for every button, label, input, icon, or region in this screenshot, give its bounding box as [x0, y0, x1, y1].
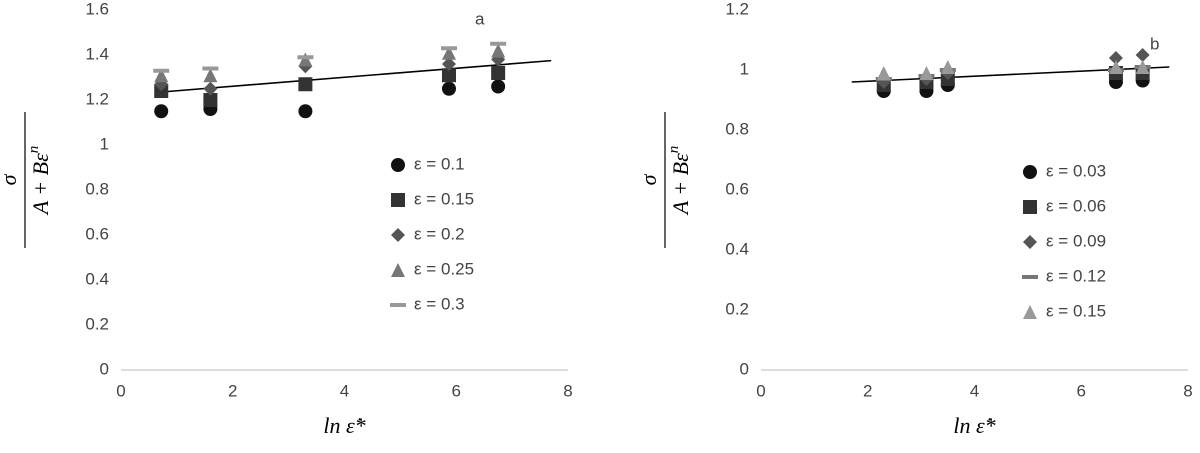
x-tick-label: 8 — [1183, 381, 1192, 400]
y-axis-label: σ A + Bεn — [0, 112, 53, 248]
x-tick-label: 2 — [228, 381, 237, 400]
data-point — [297, 55, 314, 60]
x-tick-label: 0 — [756, 381, 765, 400]
legend-label: ε = 0.1 — [414, 154, 465, 173]
data-point — [298, 52, 313, 67]
data-point — [441, 45, 456, 60]
legend-label: ε = 0.15 — [1046, 301, 1106, 320]
legend-label: ε = 0.09 — [1046, 231, 1106, 250]
panel-label: b — [1150, 34, 1159, 53]
y-label-numerator: σ — [636, 173, 661, 185]
legend-label: ε = 0.12 — [1046, 266, 1106, 285]
data-point — [154, 104, 169, 119]
data-point — [441, 68, 456, 83]
y-label-numerator: σ — [0, 173, 21, 185]
x-axis-label: ln ε̇* — [323, 413, 365, 438]
y-label-denominator: A + Bεn — [666, 146, 693, 217]
data-point — [491, 43, 506, 58]
legend-marker — [1023, 200, 1037, 214]
panel-label: a — [475, 9, 485, 28]
legend-marker — [391, 228, 405, 242]
y-label-exponent: n — [26, 146, 42, 154]
x-tick-label: 2 — [863, 381, 872, 400]
y-tick-label: 1 — [100, 134, 109, 153]
x-tick-label: 4 — [970, 381, 979, 400]
data-point — [202, 66, 219, 71]
y-tick-label: 0.2 — [725, 299, 749, 318]
legend-label: ε = 0.2 — [414, 224, 465, 243]
data-point — [940, 60, 955, 74]
y-tick-label: 0.4 — [725, 239, 749, 258]
data-point — [919, 66, 934, 80]
data-point — [491, 79, 506, 94]
x-tick-label: 6 — [452, 381, 461, 400]
data-point — [490, 41, 507, 46]
legend-marker — [391, 263, 405, 277]
data-point — [440, 46, 457, 51]
y-axis-label: σ A + Bεn — [636, 112, 693, 248]
y-tick-label: 1.2 — [725, 0, 749, 18]
y-tick-label: 1 — [740, 59, 749, 78]
y-tick-label: 0.8 — [725, 119, 749, 138]
data-point — [1108, 51, 1123, 65]
data-point — [491, 66, 506, 80]
legend-marker — [391, 158, 405, 172]
legend-marker — [390, 303, 406, 307]
data-point — [298, 77, 313, 92]
legend-marker — [1022, 275, 1038, 279]
y-tick-label: 0 — [740, 359, 749, 378]
legend-marker — [1023, 165, 1037, 179]
y-tick-label: 1.2 — [85, 89, 109, 108]
legend-label: ε = 0.25 — [414, 259, 474, 278]
y-tick-label: 0.6 — [725, 179, 749, 198]
data-point — [203, 81, 218, 96]
data-point — [876, 66, 891, 80]
legend-label: ε = 0.15 — [414, 189, 474, 208]
data-point — [203, 93, 218, 107]
y-tick-label: 1.4 — [85, 44, 109, 63]
legend-marker — [1023, 305, 1037, 319]
data-point — [203, 68, 218, 83]
trend-line — [160, 59, 552, 93]
x-tick-label: 8 — [563, 381, 572, 400]
data-point — [153, 68, 170, 73]
x-tick-label: 6 — [1077, 381, 1086, 400]
y-tick-label: 0.4 — [85, 269, 109, 288]
data-point — [441, 81, 456, 96]
legend-label: ε = 0.3 — [414, 294, 465, 313]
y-label-exponent: n — [666, 146, 682, 154]
data-point — [441, 57, 456, 71]
legend-marker — [391, 193, 405, 207]
y-tick-label: 0.2 — [85, 314, 109, 333]
legend-marker — [1023, 235, 1037, 249]
y-label-denominator: A + Bεn — [26, 146, 53, 217]
x-tick-label: 0 — [116, 381, 125, 400]
data-point — [1135, 48, 1150, 62]
y-label-denominator-base: A + Bε — [28, 153, 53, 216]
y-label-denominator-base: A + Bε — [668, 153, 693, 216]
y-tick-label: 0.8 — [85, 179, 109, 198]
y-tick-label: 1.6 — [85, 0, 109, 18]
x-axis-label: ln ε̇* — [953, 413, 995, 438]
data-point — [298, 104, 313, 119]
legend-label: ε = 0.03 — [1046, 161, 1106, 180]
legend-label: ε = 0.06 — [1046, 196, 1106, 215]
y-tick-label: 0 — [100, 359, 109, 378]
data-point — [1108, 60, 1123, 74]
data-point — [1135, 60, 1150, 74]
x-tick-label: 4 — [340, 381, 349, 400]
y-tick-label: 0.6 — [85, 224, 109, 243]
data-point — [154, 68, 169, 83]
